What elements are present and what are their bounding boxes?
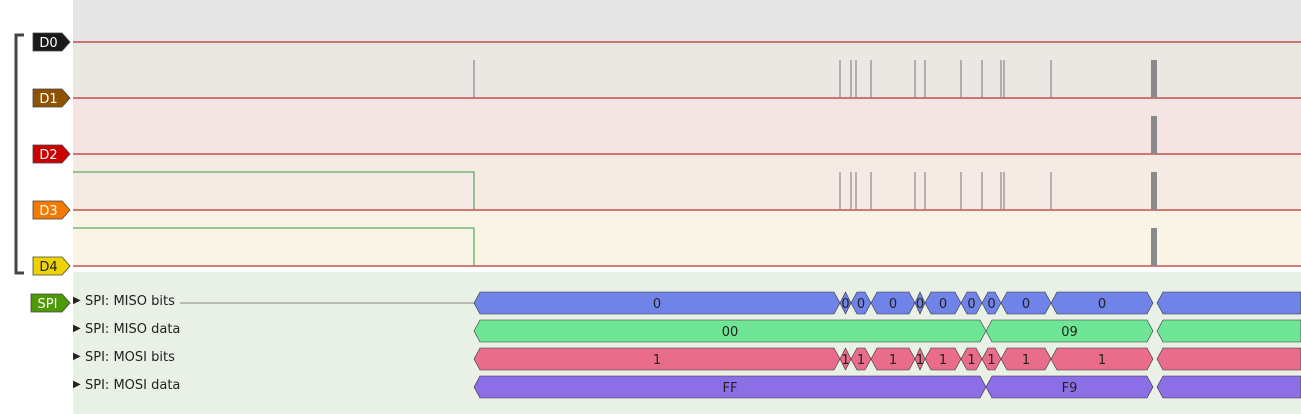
edge-burst [1151,172,1157,210]
row-label: SPI: MISO data [85,322,181,337]
decoder-label-spi[interactable] [30,293,71,313]
annotation-segment[interactable] [1156,291,1301,315]
trace-bg-d2 [73,154,1301,210]
channel-label-d2-text: D2 [39,148,57,163]
annotation-segment[interactable] [1156,375,1301,399]
channel-label-d3[interactable] [32,200,71,220]
decoder-label-spi-text: SPI [38,297,58,312]
channel-label-d4[interactable] [32,256,71,276]
expand-arrow-icon[interactable]: ▶ [73,295,81,306]
trace-high-d3 [73,171,475,210]
annotation-segment[interactable] [985,319,1154,343]
trace-bg-d0 [73,42,1301,98]
annotation-text: 09 [1061,325,1078,340]
annotation-text: 0 [653,297,661,312]
annotation-text: 1 [841,353,849,368]
annotation-segment[interactable] [1050,291,1154,315]
annotation-text: FF [723,381,738,396]
annotation-text: 0 [841,297,849,312]
annotation-text: 1 [967,353,975,368]
annotation-text: 0 [939,297,947,312]
channel-group-bracket [14,33,24,275]
annotation-segment[interactable] [1156,319,1301,343]
time-ruler[interactable] [73,0,1301,42]
row-label: SPI: MISO bits [85,294,175,309]
edge-burst [1151,116,1157,154]
channel-label-d0[interactable] [32,32,71,52]
annotation-text: 0 [967,297,975,312]
trace-bg-d3 [73,210,1301,266]
annotation-text: 1 [916,353,924,368]
annotation-text: 0 [1022,297,1030,312]
edge-burst [1151,228,1157,266]
annotation-text: 0 [889,297,897,312]
annotation-text: 00 [722,325,739,340]
channel-label-d1[interactable] [32,88,71,108]
edge-burst [1151,60,1157,98]
annotation-text: 1 [987,353,995,368]
annotation-segment[interactable] [985,375,1154,399]
annotation-text: 1 [889,353,897,368]
annotation-text: 0 [987,297,995,312]
annotation-text: 1 [1022,353,1030,368]
annotation-text: 0 [916,297,924,312]
annotation-text: 0 [1098,297,1106,312]
row-label: SPI: MOSI bits [85,350,175,365]
channel-label-d1-text: D1 [39,92,57,107]
expand-arrow-icon[interactable]: ▶ [73,379,81,390]
channel-label-d4-text: D4 [39,260,57,275]
expand-arrow-icon[interactable]: ▶ [73,351,81,362]
expand-arrow-icon[interactable]: ▶ [73,323,81,334]
channel-label-d2[interactable] [32,144,71,164]
annotation-text: 1 [939,353,947,368]
channel-label-d3-text: D3 [39,204,57,219]
trace-high-d4 [73,227,475,266]
annotation-text: 1 [653,353,661,368]
annotation-segment[interactable] [1156,347,1301,371]
annotation-text: 1 [1098,353,1106,368]
row-label: SPI: MOSI data [85,378,181,393]
trace-bg-d1 [73,98,1301,154]
channel-label-d0-text: D0 [39,36,57,51]
annotation-segment[interactable] [1050,347,1154,371]
annotation-text: F9 [1062,381,1078,396]
annotation-text: 1 [857,353,865,368]
annotation-text: 0 [857,297,865,312]
